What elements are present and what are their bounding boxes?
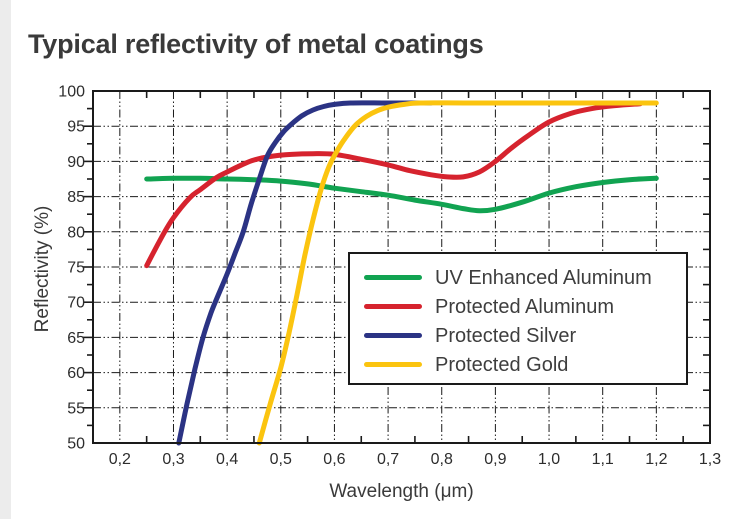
y-tick-label: 80: [67, 224, 85, 241]
x-tick-label: 1,1: [592, 451, 614, 468]
page-edge: [0, 0, 11, 519]
series-line-protected-aluminum: [144, 101, 643, 269]
x-tick-label: 0,8: [431, 451, 453, 468]
y-tick-label: 95: [67, 119, 85, 136]
y-axis-label: Reflectivity (%): [32, 205, 53, 333]
y-tick-label: 75: [67, 260, 85, 277]
x-tick-label: 1,3: [699, 451, 721, 468]
legend-swatch-protected-gold: [364, 362, 422, 367]
legend-label-uv-enhanced-aluminum: UV Enhanced Aluminum: [435, 266, 652, 289]
tick-labels: 0,2 0,3 0,4 0,5 0,6 0,7 0,8 0,9 1,0 1,1 1,2 1,3 100 9…: [58, 84, 721, 469]
x-tick-label: 0,2: [109, 451, 131, 468]
x-tick-label: 1,2: [645, 451, 667, 468]
x-tick-label: 0,5: [270, 451, 292, 468]
x-tick-label: 0,9: [484, 451, 506, 468]
y-tick-label: 100: [58, 84, 85, 101]
y-tick-label: 70: [67, 295, 85, 312]
y-tick-label: 65: [67, 330, 85, 347]
legend-label-protected-silver: Protected Silver: [435, 324, 577, 347]
chart-title: Typical reflectivity of metal coatings: [28, 29, 484, 59]
x-tick-label: 1,0: [538, 451, 560, 468]
legend-swatch-protected-aluminum: [364, 304, 422, 309]
chart-legend: UV Enhanced Aluminum Protected Aluminum Pr…: [348, 252, 688, 385]
y-tick-label: 60: [67, 365, 85, 382]
series-line-protected-gold: [256, 100, 659, 446]
legend-label-protected-aluminum: Protected Aluminum: [435, 295, 614, 318]
x-axis-label: Wavelength (μm): [329, 481, 474, 502]
x-tick-label: 0,4: [216, 451, 238, 468]
y-tick-label: 90: [67, 154, 85, 171]
x-tick-label: 0,6: [323, 451, 345, 468]
legend-item-protected-gold: Protected Gold: [364, 350, 686, 379]
legend-item-protected-aluminum: Protected Aluminum: [364, 292, 686, 321]
series-line-uv-enhanced-aluminum: [144, 175, 659, 214]
y-tick-label: 55: [67, 400, 85, 417]
series-curves: [144, 100, 659, 446]
x-tick-label: 0,7: [377, 451, 399, 468]
legend-swatch-uv-enhanced-aluminum: [364, 275, 422, 280]
legend-label-protected-gold: Protected Gold: [435, 353, 569, 376]
legend-item-protected-silver: Protected Silver: [364, 321, 686, 350]
x-tick-label: 0,3: [162, 451, 184, 468]
y-tick-label: 85: [67, 189, 85, 206]
y-tick-label: 50: [67, 436, 85, 453]
plot-border: [92, 90, 711, 444]
legend-swatch-protected-silver: [364, 333, 422, 338]
series-line-protected-silver: [176, 100, 434, 446]
legend-item-uv-enhanced-aluminum: UV Enhanced Aluminum: [364, 263, 686, 292]
